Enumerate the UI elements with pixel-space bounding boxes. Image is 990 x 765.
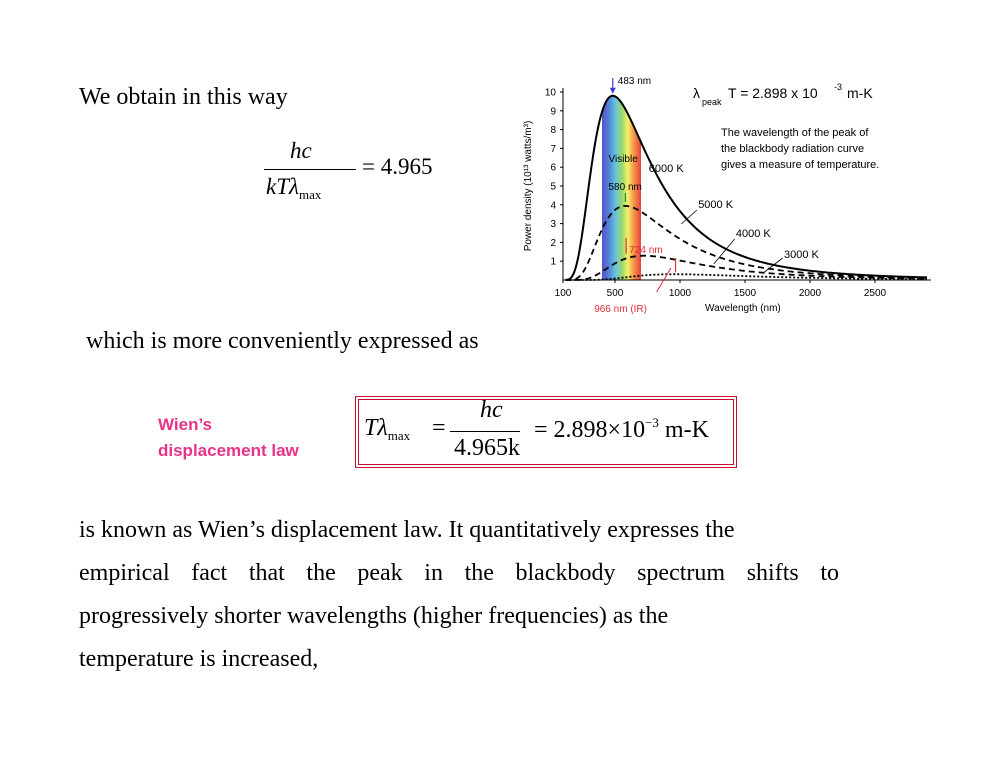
- peak-6000-arrowhead: [609, 87, 616, 94]
- eq2-lhs: Tλmax: [364, 415, 410, 444]
- paragraph-word: that: [248, 560, 285, 586]
- eq2-den: 4.965k: [454, 435, 520, 461]
- label-4000k: 4000 K: [736, 228, 772, 240]
- formula-sub: peak: [702, 97, 722, 107]
- y-tick-label: 2: [550, 238, 556, 249]
- peak-6000-label: 483 nm: [618, 76, 651, 87]
- y-tick-label: 4: [550, 200, 556, 211]
- eq2-equals: =: [432, 415, 446, 441]
- paragraph-word: empirical: [79, 560, 170, 586]
- eq1-fraction-bar: [264, 169, 356, 170]
- ratio-equation: hc kTλmax = 4.965: [262, 134, 432, 206]
- curve-6000k: [565, 94, 927, 281]
- x-tick-label: 100: [555, 288, 572, 299]
- paragraph-word: peak: [357, 560, 403, 586]
- x-axis-label: Wavelength (nm): [705, 303, 781, 314]
- leader-4000k: [713, 238, 735, 265]
- eq2-fraction-bar: [450, 431, 520, 432]
- y-tick-label: 3: [550, 219, 556, 230]
- chart-plot-area: 1 2 3 4 5 6 7 8 9 10 100 500 1000 1500 2000 2500 Power d…: [523, 76, 931, 315]
- transition-text: which is more conveniently expressed as: [86, 328, 479, 354]
- y-tick-label: 9: [550, 106, 556, 117]
- formula-main: T = 2.898 x 10: [728, 85, 818, 101]
- label-3000k: 3000 K: [784, 249, 820, 261]
- paragraph-word: the: [306, 560, 336, 586]
- formula-unit: m-K: [847, 85, 873, 101]
- y-tick-label: 1: [550, 257, 556, 268]
- formula-lambda: λ: [693, 85, 700, 101]
- eq1-numerator: hc: [290, 138, 312, 163]
- eq2-denominator: 4.965k: [454, 435, 520, 462]
- y-tick-label: 8: [550, 125, 556, 136]
- leader-3000k: [764, 257, 783, 273]
- paragraph-line-4: temperature is increased,: [79, 646, 319, 672]
- x-tick-label: 500: [607, 288, 624, 299]
- curve-3000k: [565, 273, 927, 281]
- x-tick-label: 1000: [669, 288, 692, 299]
- paragraph-word: to: [820, 560, 839, 586]
- wien-equation-inner-border: [358, 399, 734, 465]
- x-tick-label: 1500: [734, 288, 757, 299]
- blackbody-chart: 1 2 3 4 5 6 7 8 9 10 100 500 1000 1500 2000 2500 Power d…: [523, 76, 931, 315]
- peak-3000-leader: [656, 267, 672, 293]
- paragraph-word: spectrum: [637, 560, 726, 586]
- paragraph-word: shifts: [746, 560, 799, 586]
- y-tick-label: 7: [550, 144, 556, 155]
- peak-3000-label: 966 nm (IR): [594, 304, 647, 315]
- paragraph-line-2: empirical fact that the peak in the blackbody sp…: [79, 560, 839, 587]
- eq1-denominator: kTλmax: [266, 174, 321, 203]
- x-tick-label: 2500: [864, 288, 887, 299]
- y-tick-label: 5: [550, 182, 556, 193]
- eq2-lhs-sub: max: [387, 428, 411, 443]
- wien-equation-box: Tλmax = hc 4.965k = 2.898×10−3 m-K: [355, 396, 737, 468]
- eq2-lhs-t: T: [364, 415, 378, 441]
- eq1-den-kt: kT: [266, 174, 289, 199]
- curve-4000k: [565, 254, 927, 281]
- y-axis-label: Power density (10¹³ watts/m³): [523, 121, 534, 252]
- peak-4000-label: 724 nm: [629, 245, 662, 256]
- leader-5000k: [681, 209, 698, 225]
- note-line-2: the blackbody radiation curve: [721, 143, 864, 155]
- y-tick-label: 10: [545, 88, 557, 99]
- y-tick-label: 6: [550, 163, 556, 174]
- paragraph-word: in: [424, 560, 443, 586]
- wien-label-line1: Wien’s: [158, 415, 213, 434]
- eq1-den-lambda: λ: [289, 174, 299, 199]
- formula-exp: -3: [834, 82, 842, 92]
- intro-text: We obtain in this way: [79, 84, 288, 110]
- note-line-3: gives a measure of temperature.: [721, 159, 879, 171]
- paragraph-word: blackbody: [515, 560, 616, 586]
- label-6000k: 6000 K: [649, 163, 685, 175]
- paragraph-line-3: progressively shorter wavelengths (highe…: [79, 603, 669, 629]
- curve-5000k: [565, 205, 927, 281]
- eq2-rhs-exp: −3: [645, 415, 659, 430]
- peak-5000-label: 580 nm: [609, 182, 642, 193]
- paragraph-word: fact: [191, 560, 228, 586]
- eq2-rhs-unit: m-K: [658, 417, 709, 443]
- label-5000k: 5000 K: [698, 199, 734, 211]
- paragraph-word: the: [464, 560, 494, 586]
- eq1-den-sub: max: [298, 187, 322, 202]
- note-line-1: The wavelength of the peak of: [721, 127, 869, 139]
- wien-label-line2: displacement law: [158, 441, 299, 460]
- paragraph-line-1: is known as Wien’s displacement law. It …: [79, 517, 735, 543]
- eq2-rhs-pre: = 2.898×10: [534, 417, 646, 443]
- x-tick-label: 2000: [799, 288, 822, 299]
- eq1-rhs: = 4.965: [362, 154, 433, 179]
- eq2-lhs-lambda: λ: [377, 415, 388, 441]
- wien-law-label: Wien’s displacement law: [158, 412, 299, 464]
- eq2-numerator: hc: [480, 397, 503, 423]
- visible-label: Visible: [609, 154, 639, 165]
- eq2-rhs: = 2.898×10−3 m-K: [534, 415, 709, 444]
